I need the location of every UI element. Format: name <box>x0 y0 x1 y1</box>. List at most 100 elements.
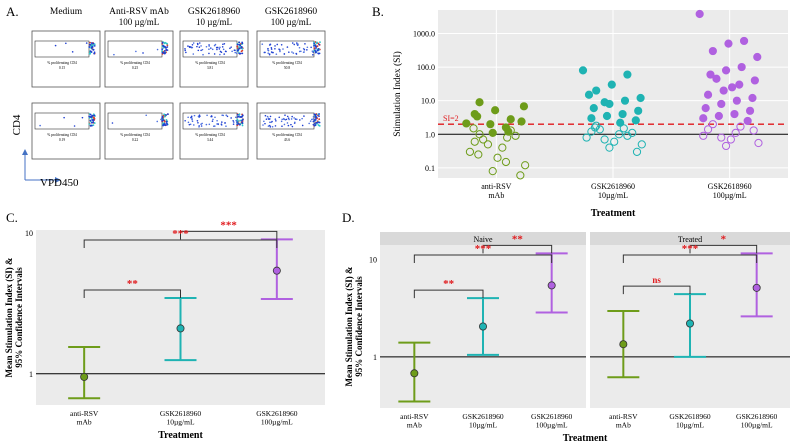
significance-label: ** <box>443 278 455 290</box>
cell-event <box>231 50 233 53</box>
cell-event <box>230 117 232 119</box>
cell-event <box>221 46 224 48</box>
cell-event <box>236 116 239 118</box>
cell-event <box>156 120 159 123</box>
cell-event <box>274 47 276 50</box>
point-open <box>600 135 609 144</box>
point-filled <box>620 96 630 105</box>
gate-box <box>259 40 315 58</box>
cell-event <box>89 119 92 122</box>
facet-label: Naive <box>473 235 493 244</box>
point-open <box>488 167 497 176</box>
cell-event <box>301 117 303 120</box>
cell-event <box>165 120 168 123</box>
cell-event <box>165 122 168 125</box>
cell-event <box>318 113 321 115</box>
cell-event <box>199 115 201 118</box>
cell-event <box>198 126 200 128</box>
cell-event <box>236 49 239 52</box>
mean-point <box>752 283 761 292</box>
cell-event <box>93 114 96 117</box>
cell-event <box>241 118 244 121</box>
cell-event <box>315 47 317 49</box>
cell-event <box>220 51 223 53</box>
cell-event <box>313 47 316 50</box>
cell-event <box>241 124 244 127</box>
cell-event <box>163 124 166 127</box>
cell-event <box>163 42 166 45</box>
cell-event <box>238 113 241 116</box>
point-open <box>628 128 637 137</box>
cell-event <box>135 50 137 53</box>
cell-event <box>81 116 84 119</box>
cell-event <box>161 50 163 52</box>
cell-event <box>90 46 93 49</box>
point-filled <box>462 119 471 128</box>
gate-value: 3.81 <box>207 66 213 70</box>
gate-label: % proliferating CD4 <box>272 133 302 137</box>
cell-event <box>93 44 96 47</box>
cell-event <box>208 52 210 55</box>
cell-event <box>286 122 289 124</box>
cell-event <box>221 121 223 123</box>
cell-event <box>291 51 293 53</box>
cell-event <box>315 116 318 119</box>
point-filled <box>634 106 643 115</box>
cell-event <box>200 45 202 47</box>
x-tick-label: GSK2618960 10µg/mL <box>462 412 504 430</box>
cell-event <box>232 121 235 123</box>
cell-event <box>161 122 164 124</box>
point-open <box>708 120 717 129</box>
cell-event <box>92 119 94 122</box>
cell-event <box>261 43 264 45</box>
cell-event <box>297 43 299 45</box>
cell-event <box>218 48 221 50</box>
cell-event <box>196 119 199 122</box>
point-filled <box>712 74 721 83</box>
cell-event <box>187 121 190 124</box>
gate-label: % proliferating CD4 <box>195 133 225 137</box>
column-subheader: 100 µg/mL <box>119 17 159 27</box>
cell-event <box>212 125 215 128</box>
cell-event <box>269 126 272 128</box>
vpd-axis-label: VPD450 <box>40 177 79 189</box>
significance-bracket <box>689 244 758 254</box>
cell-event <box>239 123 241 126</box>
point-filled <box>589 104 598 113</box>
cell-event <box>236 113 239 116</box>
cell-event <box>241 49 244 52</box>
cell-event <box>211 120 214 122</box>
significance-bracket <box>83 289 181 299</box>
cell-event <box>224 122 226 124</box>
y-tick-label: 1 <box>29 370 33 379</box>
cell-event <box>89 41 91 44</box>
x-tick-label: GSK2618960 10µg/mL <box>591 182 635 200</box>
significance-bracket <box>413 289 484 299</box>
cell-event <box>317 48 320 50</box>
cell-event <box>293 43 296 46</box>
point-open <box>493 153 502 162</box>
cell-event <box>291 115 293 118</box>
cell-event <box>90 115 93 118</box>
cell-event <box>270 121 272 124</box>
cell-event <box>93 122 96 124</box>
cell-event <box>212 118 214 121</box>
cell-event <box>234 116 237 119</box>
cell-event <box>161 41 164 44</box>
y-tick-label: 1000.0 <box>413 29 435 38</box>
cell-event <box>302 47 305 50</box>
point-filled <box>708 46 717 56</box>
cell-event <box>264 114 267 117</box>
cell-event <box>192 124 195 126</box>
point-filled <box>706 70 715 79</box>
cell-event <box>318 52 321 55</box>
cell-event <box>312 123 315 126</box>
cell-event <box>266 115 269 118</box>
cell-event <box>291 125 294 128</box>
cell-event <box>165 113 167 116</box>
cell-event <box>298 46 301 49</box>
cell-event <box>318 43 321 46</box>
cell-event <box>163 122 166 125</box>
point-filled <box>636 93 645 103</box>
cell-event <box>312 120 315 123</box>
